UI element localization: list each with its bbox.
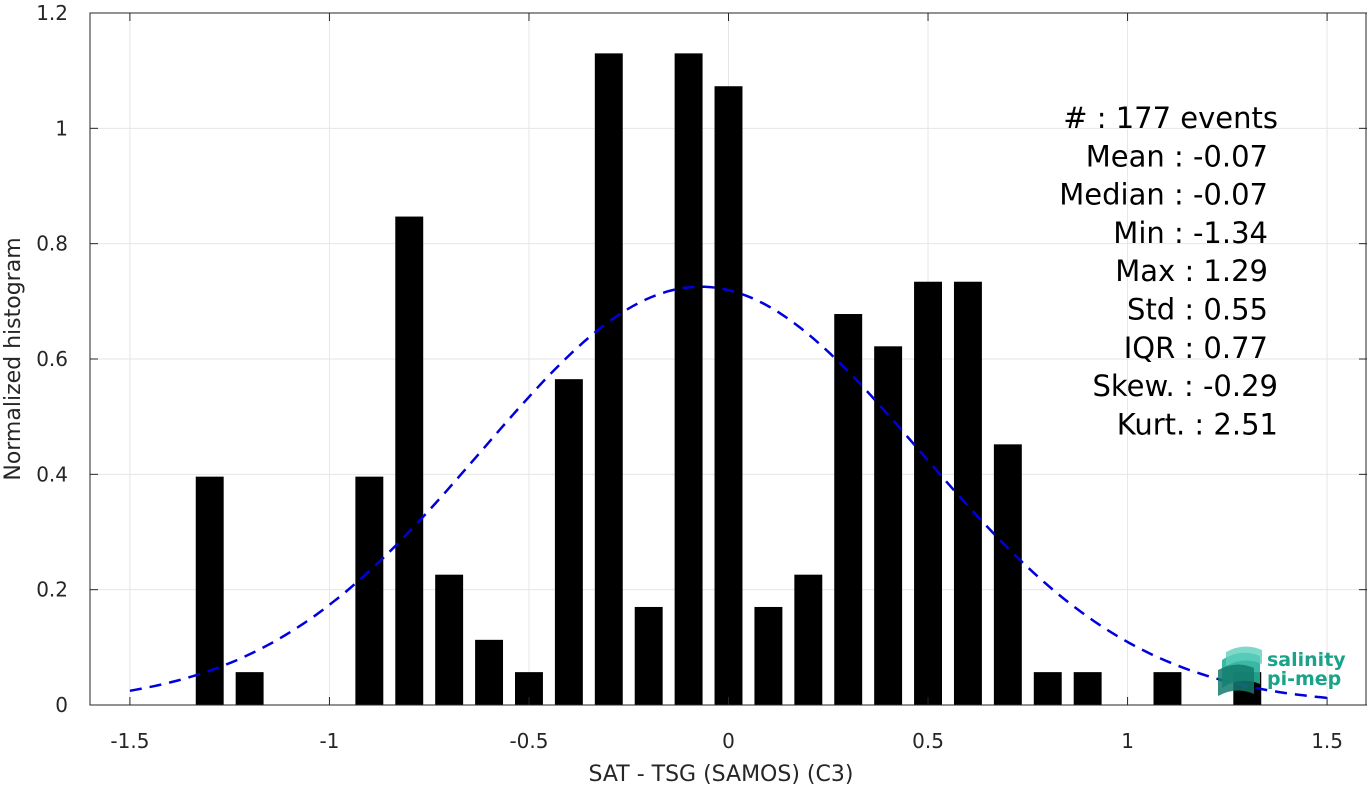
y-tick-label: 1	[55, 116, 68, 140]
stats-line: IQR : 0.77	[1124, 331, 1268, 365]
wave-icon	[1218, 646, 1262, 696]
histogram-bar	[1073, 672, 1102, 705]
histogram-bar	[874, 346, 903, 705]
stats-line: Std : 0.55	[1127, 293, 1268, 327]
y-tick-label: 0.6	[36, 347, 68, 371]
y-axis-title: Normalized histogram	[1, 237, 26, 480]
x-tick-label: 0	[722, 729, 735, 753]
stats-annotation: # : 177 events Mean : -0.07 Median : -0.07…	[1059, 101, 1278, 441]
histogram-bars	[195, 53, 1262, 706]
stats-line: Kurt. : 2.51	[1117, 407, 1278, 441]
x-tick-labels: -1.5 -1 -0.5 0 0.5 1 1.5	[110, 729, 1343, 753]
histogram-bar	[195, 476, 224, 705]
x-tick-label: 0.5	[912, 729, 944, 753]
stats-line: Median : -0.07	[1059, 178, 1268, 212]
x-tick-label: -1.5	[110, 729, 149, 753]
plot-frame	[89, 12, 1367, 706]
stats-line: Skew. : -0.29	[1092, 369, 1278, 403]
histogram-bar	[914, 281, 942, 705]
histogram-bar	[714, 86, 743, 705]
y-tick-label: 0.2	[36, 578, 68, 602]
x-tick-label: 1.5	[1311, 729, 1343, 753]
logo-text-line1: salinity	[1267, 649, 1346, 671]
histogram-bar	[594, 53, 623, 706]
histogram-bar	[1153, 672, 1182, 705]
salinity-pi-mep-logo: salinity pi-mep	[1218, 646, 1346, 696]
histogram-bar	[395, 216, 424, 705]
x-tick-label: -1	[319, 729, 339, 753]
histogram-bar	[993, 444, 1022, 705]
y-tick-label: 0.4	[36, 462, 68, 486]
histogram-bar	[634, 606, 663, 705]
x-tick-label: -0.5	[509, 729, 548, 753]
histogram-bar	[435, 574, 464, 705]
x-tick-label: 1	[1121, 729, 1134, 753]
logo-text-line2: pi-mep	[1267, 668, 1341, 690]
histogram-bar	[554, 379, 583, 705]
stats-line: Mean : -0.07	[1086, 139, 1268, 173]
y-tick-label: 0	[55, 693, 68, 717]
histogram-bar	[834, 314, 863, 705]
histogram-bar	[475, 639, 504, 705]
normal-fit-curve	[129, 285, 1328, 700]
histogram-bar	[355, 476, 384, 705]
y-tick-label: 1.2	[36, 1, 68, 25]
histogram-bar	[754, 606, 783, 705]
histogram-bar	[674, 53, 703, 706]
histogram-bar	[953, 281, 982, 705]
plot-axes	[89, 12, 1367, 706]
histogram-bar	[794, 574, 823, 705]
x-axis-title: SAT - TSG (SAMOS) (C3)	[589, 762, 854, 785]
histogram-bar	[1033, 672, 1062, 705]
stats-line: Max : 1.29	[1115, 254, 1268, 288]
stats-line: Min : -1.34	[1113, 216, 1268, 250]
y-tick-label: 0.8	[36, 232, 68, 256]
y-tick-labels: 0 0.2 0.4 0.6 0.8 1 1.2	[36, 1, 68, 717]
histogram-bar	[235, 672, 264, 705]
stats-line: # : 177 events	[1063, 101, 1278, 135]
